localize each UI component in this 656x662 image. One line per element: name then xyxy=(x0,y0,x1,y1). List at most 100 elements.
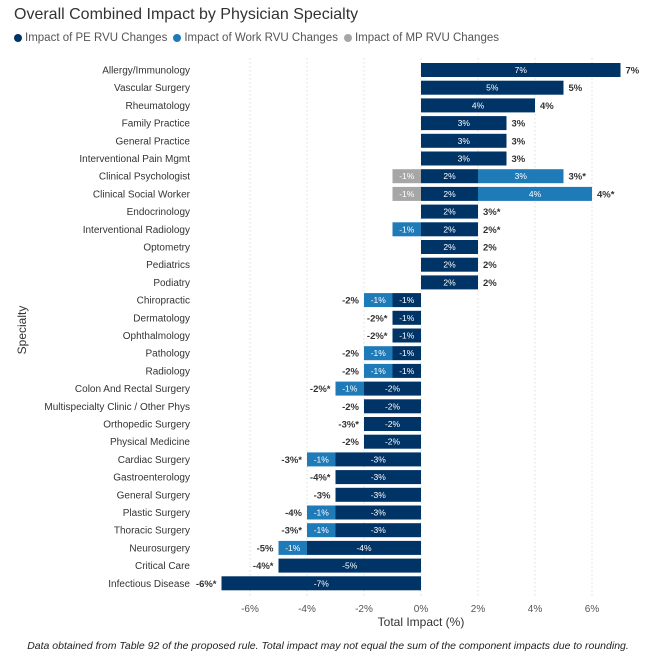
x-tick-label: 4% xyxy=(528,604,543,615)
segment-label: 2% xyxy=(443,189,456,199)
category-label: Interventional Radiology xyxy=(83,225,190,236)
legend-dot-mp xyxy=(343,34,352,42)
segment-label: -3% xyxy=(371,472,387,482)
bar-segment xyxy=(392,186,421,201)
category-label: Infectious Disease xyxy=(108,579,190,590)
category-label: Colon And Rectal Surgery xyxy=(75,384,190,395)
category-label: Chiropractic xyxy=(137,296,190,307)
total-label: -2% xyxy=(342,366,359,377)
segment-label: -1% xyxy=(371,348,387,358)
category-label: Vascular Surgery xyxy=(114,83,190,94)
category-label: Dermatology xyxy=(133,313,190,324)
total-label: 4% xyxy=(540,101,554,112)
segment-label: 3% xyxy=(458,136,471,146)
segment-label: -1% xyxy=(371,366,387,376)
segment-label: 4% xyxy=(472,100,485,110)
segment-label: 2% xyxy=(443,171,456,181)
category-label: Plastic Surgery xyxy=(123,508,190,519)
bar-segment xyxy=(364,293,393,308)
x-tick-label: -2% xyxy=(355,604,373,615)
category-label: Cardiac Surgery xyxy=(118,455,190,466)
segment-label: 4% xyxy=(529,189,542,199)
total-label: -2%* xyxy=(367,313,388,324)
category-label: Ophthalmology xyxy=(123,331,190,342)
segment-label: 2% xyxy=(443,277,456,287)
category-label: General Practice xyxy=(116,136,191,147)
bar-segment xyxy=(335,505,421,520)
bar-segment xyxy=(421,222,478,237)
legend-item-mp[interactable]: Impact of MP RVU Changes xyxy=(343,32,499,44)
total-label: -6%* xyxy=(196,579,217,590)
total-label: 2%* xyxy=(483,225,501,236)
segment-label: -2% xyxy=(385,384,401,394)
segment-label: -5% xyxy=(342,561,358,571)
bar-segment xyxy=(421,240,478,254)
bar-segment xyxy=(364,417,421,431)
total-label: -2% xyxy=(342,349,359,360)
bar-segment xyxy=(421,186,478,201)
legend-dot-work xyxy=(173,34,182,42)
category-label: Thoracic Surgery xyxy=(114,526,190,537)
bar-segment xyxy=(421,275,478,290)
bar-segment xyxy=(307,523,336,538)
bar-segment xyxy=(478,169,564,184)
segment-label: -2% xyxy=(385,437,401,447)
bar-segment xyxy=(307,505,336,520)
category-label: Allergy/Immunology xyxy=(102,66,190,77)
segment-label: -1% xyxy=(399,224,415,234)
chart-title: Overall Combined Impact by Physician Spe… xyxy=(14,6,359,23)
total-label: -2% xyxy=(342,296,359,307)
legend-item-pe[interactable]: Impact of PE RVU Changes xyxy=(14,32,167,44)
category-label: General Surgery xyxy=(117,490,190,501)
category-label: Clinical Psychologist xyxy=(99,172,190,183)
total-label: -2% xyxy=(342,437,359,448)
segment-label: -1% xyxy=(314,525,330,535)
category-label: Orthopedic Surgery xyxy=(103,420,190,431)
category-label: Pediatrics xyxy=(146,260,190,271)
bars: 7% 7%5% 5%4% 4%3% 3%3% 3%3% 3%2% 3%-1% 3%*2% 4%-1… xyxy=(196,63,640,591)
total-label: -3%* xyxy=(281,455,302,466)
bar-segment xyxy=(421,257,478,272)
segment-label: -2% xyxy=(385,419,401,429)
category-label: Podiatry xyxy=(153,278,190,289)
bar-segment xyxy=(392,363,421,378)
segment-label: -1% xyxy=(314,454,330,464)
bar-segment xyxy=(335,487,421,502)
total-label: -3%* xyxy=(281,526,302,537)
x-tick-label: -6% xyxy=(241,604,259,615)
segment-label: 2% xyxy=(443,260,456,270)
category-label: Optometry xyxy=(143,243,190,254)
legend-dot-pe xyxy=(14,34,22,42)
segment-label: 2% xyxy=(443,207,456,217)
legend-label-work: Impact of Work RVU Changes xyxy=(184,32,338,44)
total-label: 2% xyxy=(483,243,497,254)
category-label: Radiology xyxy=(146,366,190,377)
bar-segment xyxy=(335,452,421,467)
segment-label: -4% xyxy=(356,543,372,553)
segment-label: -1% xyxy=(285,543,301,553)
category-labels: Allergy/Immunology Vascular Surgery Rheuma… xyxy=(44,66,190,590)
bar-segment xyxy=(478,186,592,201)
segment-label: -1% xyxy=(399,171,415,181)
total-label: -4%* xyxy=(310,473,331,484)
category-label: Interventional Pain Mgmt xyxy=(79,154,190,165)
total-label: 2% xyxy=(483,278,497,289)
segment-label: 2% xyxy=(443,224,456,234)
segment-label: 3% xyxy=(515,171,528,181)
legend-item-work[interactable]: Impact of Work RVU Changes xyxy=(173,32,338,44)
bar-segment xyxy=(392,310,421,325)
segment-label: -1% xyxy=(399,348,415,358)
segment-label: -3% xyxy=(371,490,387,500)
bar-segment xyxy=(364,346,393,361)
bar-segment xyxy=(364,434,421,449)
total-label: -5% xyxy=(257,543,274,554)
segment-label: -2% xyxy=(385,401,401,411)
total-label: -3%* xyxy=(338,420,359,431)
total-label: 3% xyxy=(512,154,526,165)
total-label: 3%* xyxy=(569,172,587,183)
bar-segment xyxy=(421,204,478,219)
segment-label: 5% xyxy=(486,83,499,93)
total-label: 7% xyxy=(626,66,640,77)
category-label: Physical Medicine xyxy=(110,437,190,448)
segment-label: 2% xyxy=(443,242,456,252)
